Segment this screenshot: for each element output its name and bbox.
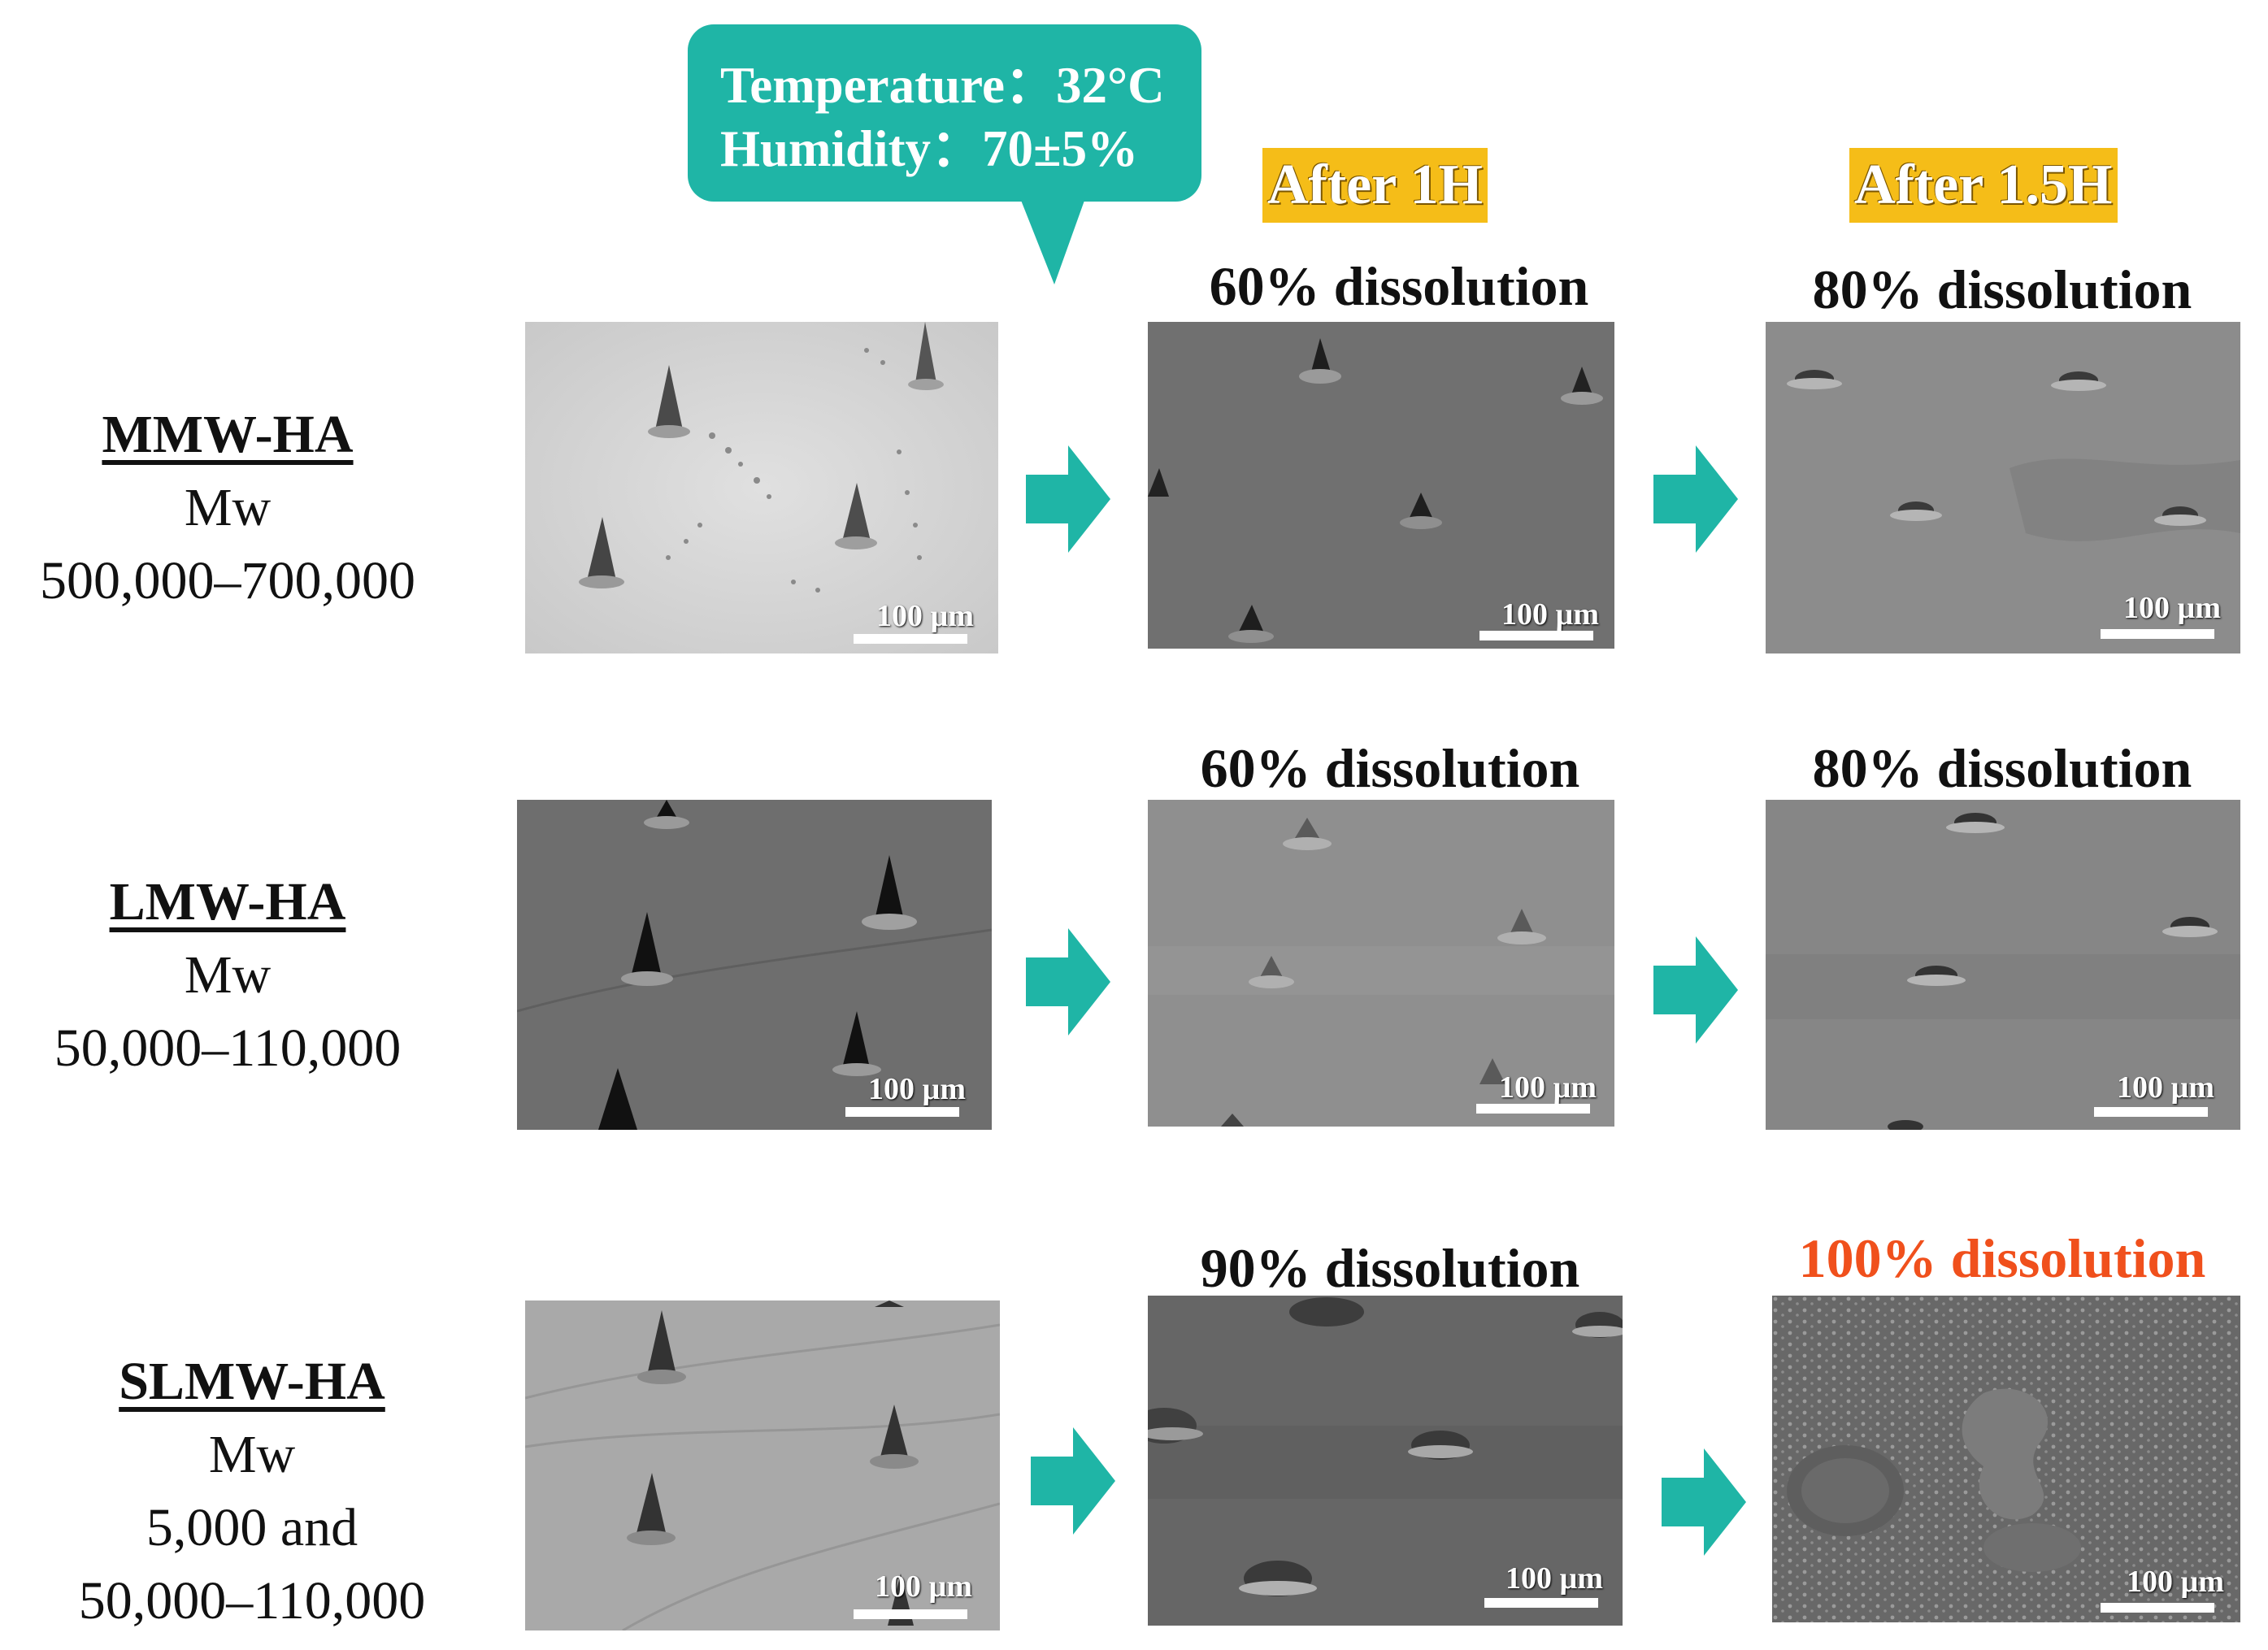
scale-bar [2094,1107,2208,1117]
scale-bar-label: 100 µm [2117,1070,2215,1105]
scale-bar-label: 100 µm [1505,1561,1604,1596]
right-arrow-icon [1662,1448,1746,1556]
microneedles [579,322,944,588]
sem-slmw-1h: 100 µm [1148,1296,1623,1626]
sem-lmw-1h: 100 µm [1148,800,1614,1127]
scale-bar-label: 100 µm [1499,1070,1597,1105]
humidity-label: Humidity：70±5% [720,120,1139,177]
sem-mmw-1-5h: 100 µm [1766,322,2240,653]
scale-bar [1479,631,1593,640]
microneedles [598,800,917,1130]
scale-bar-label: 100 µm [875,1570,973,1604]
dissolved-microneedle-stubs [1787,370,2206,526]
row-label-slmw: SLMW-HA Mw 5,000 and 50,000–110,000 [16,1345,488,1638]
mw-label: Mw [208,1425,296,1484]
right-arrow-icon [1653,936,1738,1044]
scale-bar [845,1107,959,1117]
badge-after-1-5h: After 1.5H [1849,148,2118,223]
badge-after-1h: After 1H [1262,148,1488,223]
dissolution-lmw-1-5h: 80% dissolution [1812,737,2192,799]
scale-bar-label: 100 µm [1501,597,1600,632]
right-arrow-icon [1026,928,1110,1036]
sem-image [1772,1296,2240,1622]
right-arrow-icon [1026,445,1110,553]
scale-bar [1484,1598,1598,1608]
row-name: LMW-HA [109,872,346,931]
mw-range-line2: 50,000–110,000 [78,1571,426,1630]
conditions-callout: Temperature：32°C Humidity：70±5% [688,24,1201,202]
sem-image [1766,322,2240,653]
scale-bar-label: 100 µm [868,1072,967,1106]
mw-label: Mw [184,478,272,537]
scale-bar [2101,629,2214,639]
row-name: SLMW-HA [119,1352,385,1411]
sem-lmw-1-5h: 100 µm [1766,800,2240,1130]
right-arrow-icon [1031,1427,1115,1535]
dissolution-mmw-1h: 60% dissolution [1209,255,1589,317]
sem-image [517,800,992,1130]
sem-lmw-initial: 100 µm [517,800,992,1130]
scale-bar-label: 100 µm [2127,1565,2225,1599]
callout-pointer-icon [1020,198,1085,284]
mw-range-line1: 5,000 and [146,1498,358,1557]
dissolved-microneedle-stubs [1148,1297,1623,1596]
mw-range: 50,000–110,000 [54,1018,402,1078]
sem-slmw-initial: 100 µm [525,1300,1000,1630]
dissolution-mmw-1-5h: 80% dissolution [1812,258,2192,320]
sem-mmw-1h: 100 µm [1148,322,1614,649]
scale-bar [854,1609,967,1619]
dissolution-slmw-1h: 90% dissolution [1200,1237,1580,1299]
dissolution-lmw-1h: 60% dissolution [1200,737,1580,799]
row-label-lmw: LMW-HA Mw 50,000–110,000 [0,866,455,1085]
scale-bar [854,634,967,644]
sem-mmw-initial: 100 µm [525,322,998,653]
scale-bar-label: 100 µm [876,599,975,633]
sem-image [1148,322,1614,649]
scale-bar-label: 100 µm [2123,591,2222,625]
sem-image [525,322,998,653]
dissolving-microneedles [1221,818,1546,1127]
right-arrow-icon [1653,445,1738,553]
temperature-label: Temperature：32°C [720,57,1165,114]
row-label-mmw: MMW-HA Mw 500,000–700,000 [0,398,455,618]
dissolving-microneedles [1148,338,1603,643]
scale-bar [1476,1104,1590,1114]
scale-bar [2101,1603,2214,1613]
sem-slmw-1-5h: 100 µm [1772,1296,2240,1622]
sem-image [1148,1296,1623,1626]
dissolution-slmw-1-5h: 100% dissolution [1798,1227,2206,1289]
dissolved-microneedle-stubs [1888,813,2218,1130]
sem-image [1766,800,2240,1130]
row-name: MMW-HA [102,405,354,464]
sem-image [1148,800,1614,1127]
mw-label: Mw [184,945,272,1005]
mw-range: 500,000–700,000 [40,551,415,610]
